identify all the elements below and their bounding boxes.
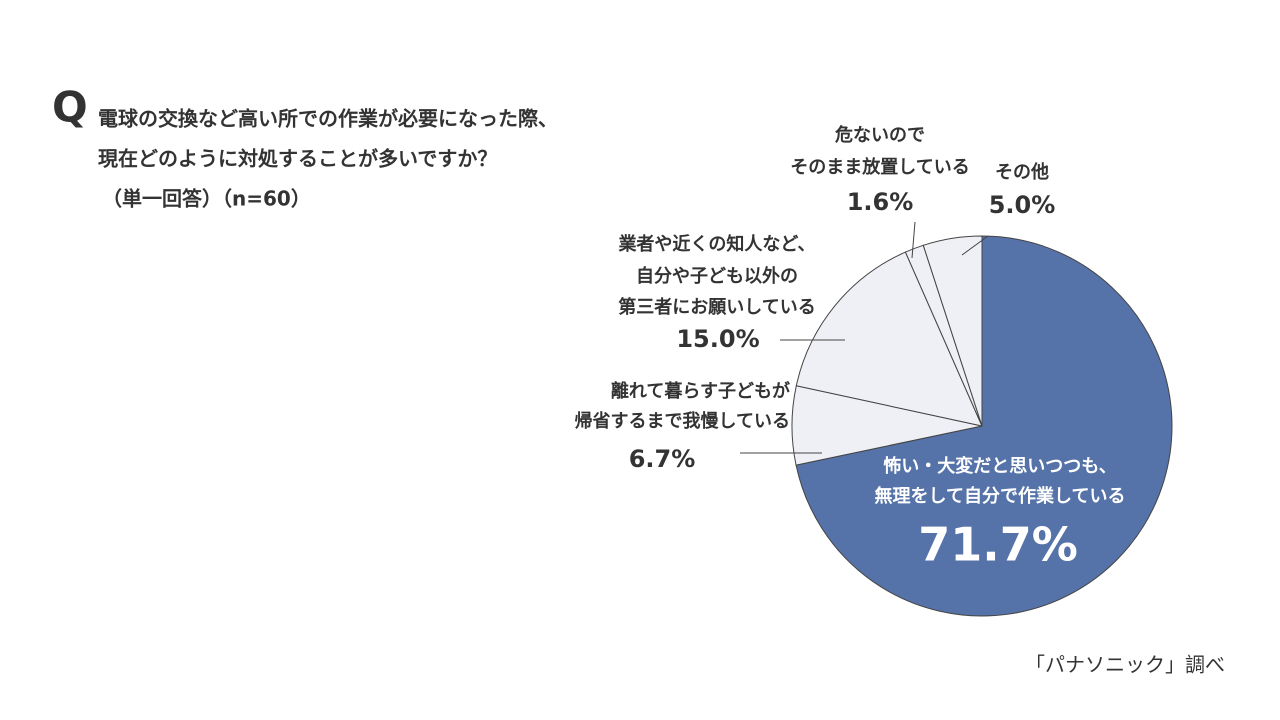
chart-title: 電球の交換など高い所での作業が必要になった際、 [98, 107, 558, 131]
pie-slice [795, 235, 1173, 617]
slice-label: 危ないので [834, 124, 925, 146]
value-label: 15.0% [676, 325, 759, 353]
slice-label: 第三者にお願いしている [618, 296, 815, 318]
slice-label: 無理をして自分で作業している [875, 485, 1126, 507]
leader-line [961, 235, 989, 256]
slice-label: その他 [995, 161, 1049, 183]
value-label: 71.7% [918, 518, 1078, 572]
slice-label: 離れて暮らす子どもが [611, 380, 790, 402]
slice-label: 業者や近くの知人など、 [617, 233, 815, 255]
value-label: 1.6% [847, 188, 914, 216]
pie-slice [795, 251, 983, 427]
pie-slice [922, 235, 983, 427]
leader-line [911, 221, 916, 259]
chart-subtitle: （単一回答）（n=60） [102, 187, 311, 211]
value-label: 6.7% [629, 445, 696, 473]
source-note: 「パナソニック」調べ [1025, 653, 1225, 677]
slice-label: 帰省するまで我慢している [575, 410, 790, 432]
slice-label: 自分や子ども以外の [636, 265, 798, 287]
value-label: 5.0% [989, 191, 1056, 219]
chart-title: 現在どのように対処することが多いですか？ [98, 147, 497, 171]
slice-label: 怖い・大変だと思いつつも、 [883, 455, 1116, 477]
slice-label: そのまま放置している [790, 156, 969, 178]
title-marker: Q [52, 83, 88, 132]
